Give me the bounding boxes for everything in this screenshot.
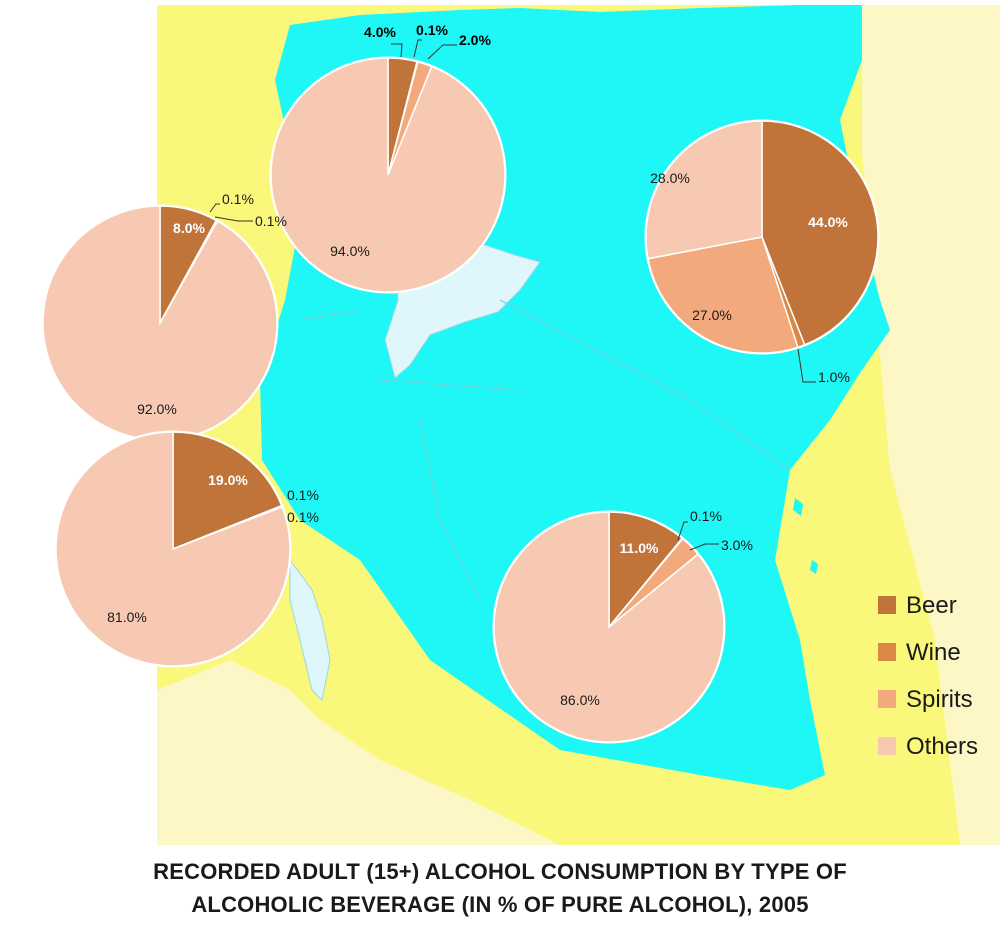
pie-2-label-spirits: 27.0% bbox=[692, 307, 732, 323]
pie-5-leader-spirits bbox=[689, 543, 719, 551]
pie-3-label-others: 92.0% bbox=[137, 401, 177, 417]
legend-swatch-spirits bbox=[878, 690, 896, 708]
pie-3-label-spirits: 0.1% bbox=[255, 213, 287, 229]
pie-1-label-spirits: 2.0% bbox=[459, 32, 491, 48]
pie-chart-2: 44.0% 1.0% 27.0% 28.0% bbox=[644, 119, 880, 385]
pie-1-label-others: 94.0% bbox=[330, 243, 370, 259]
pie-4-slice-others bbox=[55, 431, 291, 667]
pie-chart-4: 19.0% 0.1% 0.1% 81.0% bbox=[54, 430, 319, 668]
chart-legend: Beer Wine Spirits Others bbox=[878, 592, 978, 760]
pie-5-label-wine: 0.1% bbox=[690, 508, 722, 524]
pie-4-label-wine: 0.1% bbox=[287, 487, 319, 503]
pie-chart-3: 8.0% 0.1%0.1% 92.0% bbox=[41, 191, 287, 442]
legend-label-beer: Beer bbox=[906, 592, 957, 619]
legend-label-spirits: Spirits bbox=[906, 686, 973, 713]
legend-label-wine: Wine bbox=[906, 639, 961, 666]
pie-5-leader-wine bbox=[677, 521, 688, 541]
pie-5-label-others: 86.0% bbox=[560, 692, 600, 708]
map-borders bbox=[299, 299, 791, 601]
pie-4-label-beer: 19.0% bbox=[208, 472, 248, 488]
pie-5-label-beer: 11.0% bbox=[620, 540, 659, 556]
legend-label-others: Others bbox=[906, 733, 978, 760]
pie-1-leader-spirits bbox=[427, 44, 457, 60]
pie-3-leader-spirits bbox=[214, 216, 253, 222]
pie-5-label-spirits: 3.0% bbox=[721, 537, 753, 553]
pie-1-leader-wine bbox=[413, 39, 422, 58]
pie-1-leader-beer bbox=[391, 43, 403, 58]
pie-chart-1: 4.0% 0.1% 2.0% 94.0% bbox=[269, 22, 507, 294]
pie-3-leader-wine bbox=[209, 203, 220, 213]
pie-4-label-spirits: 0.1% bbox=[287, 509, 319, 525]
caption-line-1: RECORDED ADULT (15+) ALCOHOL CONSUMPTION… bbox=[153, 859, 847, 884]
pie-charts: 4.0% 0.1% 2.0% 94.0% 44.0% 1.0% 27.0% 28.0% 8.0%… bbox=[41, 22, 880, 744]
pie-2-label-others: 28.0% bbox=[650, 170, 690, 186]
pie-2-label-wine: 1.0% bbox=[818, 369, 850, 385]
pie-3-slice-others bbox=[42, 205, 278, 441]
pie-4-label-others: 81.0% bbox=[107, 609, 147, 625]
pie-2-slice-spirits bbox=[647, 236, 799, 354]
legend-swatch-beer bbox=[878, 596, 896, 614]
legend-swatch-others bbox=[878, 737, 896, 755]
pie-2-leader-wine bbox=[797, 348, 816, 383]
pie-1-label-wine: 0.1% bbox=[416, 22, 448, 38]
map-region-south bbox=[157, 660, 560, 845]
pie-2-label-beer: 44.0% bbox=[808, 214, 848, 230]
pie-4-slice-beer bbox=[172, 431, 283, 551]
pie-3-label-beer: 8.0% bbox=[173, 220, 205, 236]
lake-shape-southwest bbox=[289, 558, 331, 702]
pie-1-label-beer: 4.0% bbox=[364, 24, 396, 40]
pie-5-slice-others bbox=[493, 511, 725, 743]
pie-3-label-wine: 0.1% bbox=[222, 191, 254, 207]
chart-caption: RECORDED ADULT (15+) ALCOHOL CONSUMPTION… bbox=[0, 855, 1000, 921]
map-islands bbox=[793, 498, 818, 574]
map-region-east bbox=[862, 5, 1000, 845]
legend-swatch-wine bbox=[878, 643, 896, 661]
pie-2-slice-others bbox=[645, 120, 763, 260]
pie-chart-5: 11.0% 0.1% 3.0% 86.0% bbox=[492, 508, 753, 744]
pie-5-slice-beer bbox=[608, 511, 684, 630]
caption-line-2: ALCOHOLIC BEVERAGE (IN % OF PURE ALCOHOL… bbox=[191, 892, 809, 917]
pie-1-slice-others bbox=[270, 57, 506, 293]
pie-2-slice-beer bbox=[761, 120, 879, 346]
